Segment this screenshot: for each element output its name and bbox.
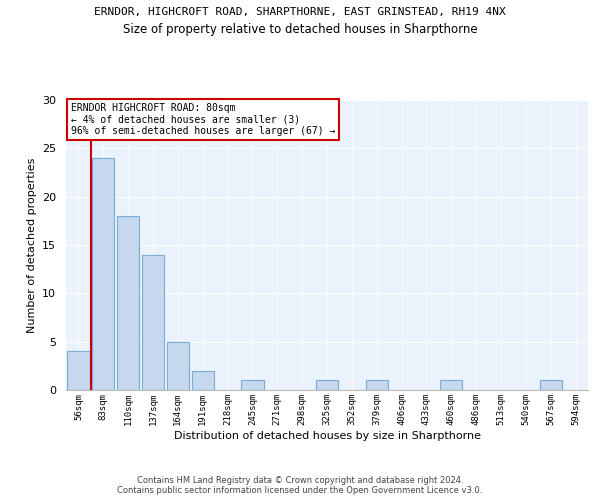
Y-axis label: Number of detached properties: Number of detached properties bbox=[26, 158, 37, 332]
Bar bbox=[67, 352, 89, 390]
Bar bbox=[316, 380, 338, 390]
Text: ERNDOR, HIGHCROFT ROAD, SHARPTHORNE, EAST GRINSTEAD, RH19 4NX: ERNDOR, HIGHCROFT ROAD, SHARPTHORNE, EAS… bbox=[94, 8, 506, 18]
Text: ERNDOR HIGHCROFT ROAD: 80sqm
← 4% of detached houses are smaller (3)
96% of semi: ERNDOR HIGHCROFT ROAD: 80sqm ← 4% of det… bbox=[71, 103, 335, 136]
Bar bbox=[539, 380, 562, 390]
Bar bbox=[117, 216, 139, 390]
Text: Size of property relative to detached houses in Sharpthorne: Size of property relative to detached ho… bbox=[122, 22, 478, 36]
Bar bbox=[167, 342, 189, 390]
Bar bbox=[191, 370, 214, 390]
Bar bbox=[241, 380, 263, 390]
X-axis label: Distribution of detached houses by size in Sharpthorne: Distribution of detached houses by size … bbox=[173, 430, 481, 440]
Bar bbox=[92, 158, 115, 390]
Bar bbox=[142, 254, 164, 390]
Text: Contains HM Land Registry data © Crown copyright and database right 2024.
Contai: Contains HM Land Registry data © Crown c… bbox=[118, 476, 482, 495]
Bar bbox=[440, 380, 463, 390]
Bar bbox=[365, 380, 388, 390]
